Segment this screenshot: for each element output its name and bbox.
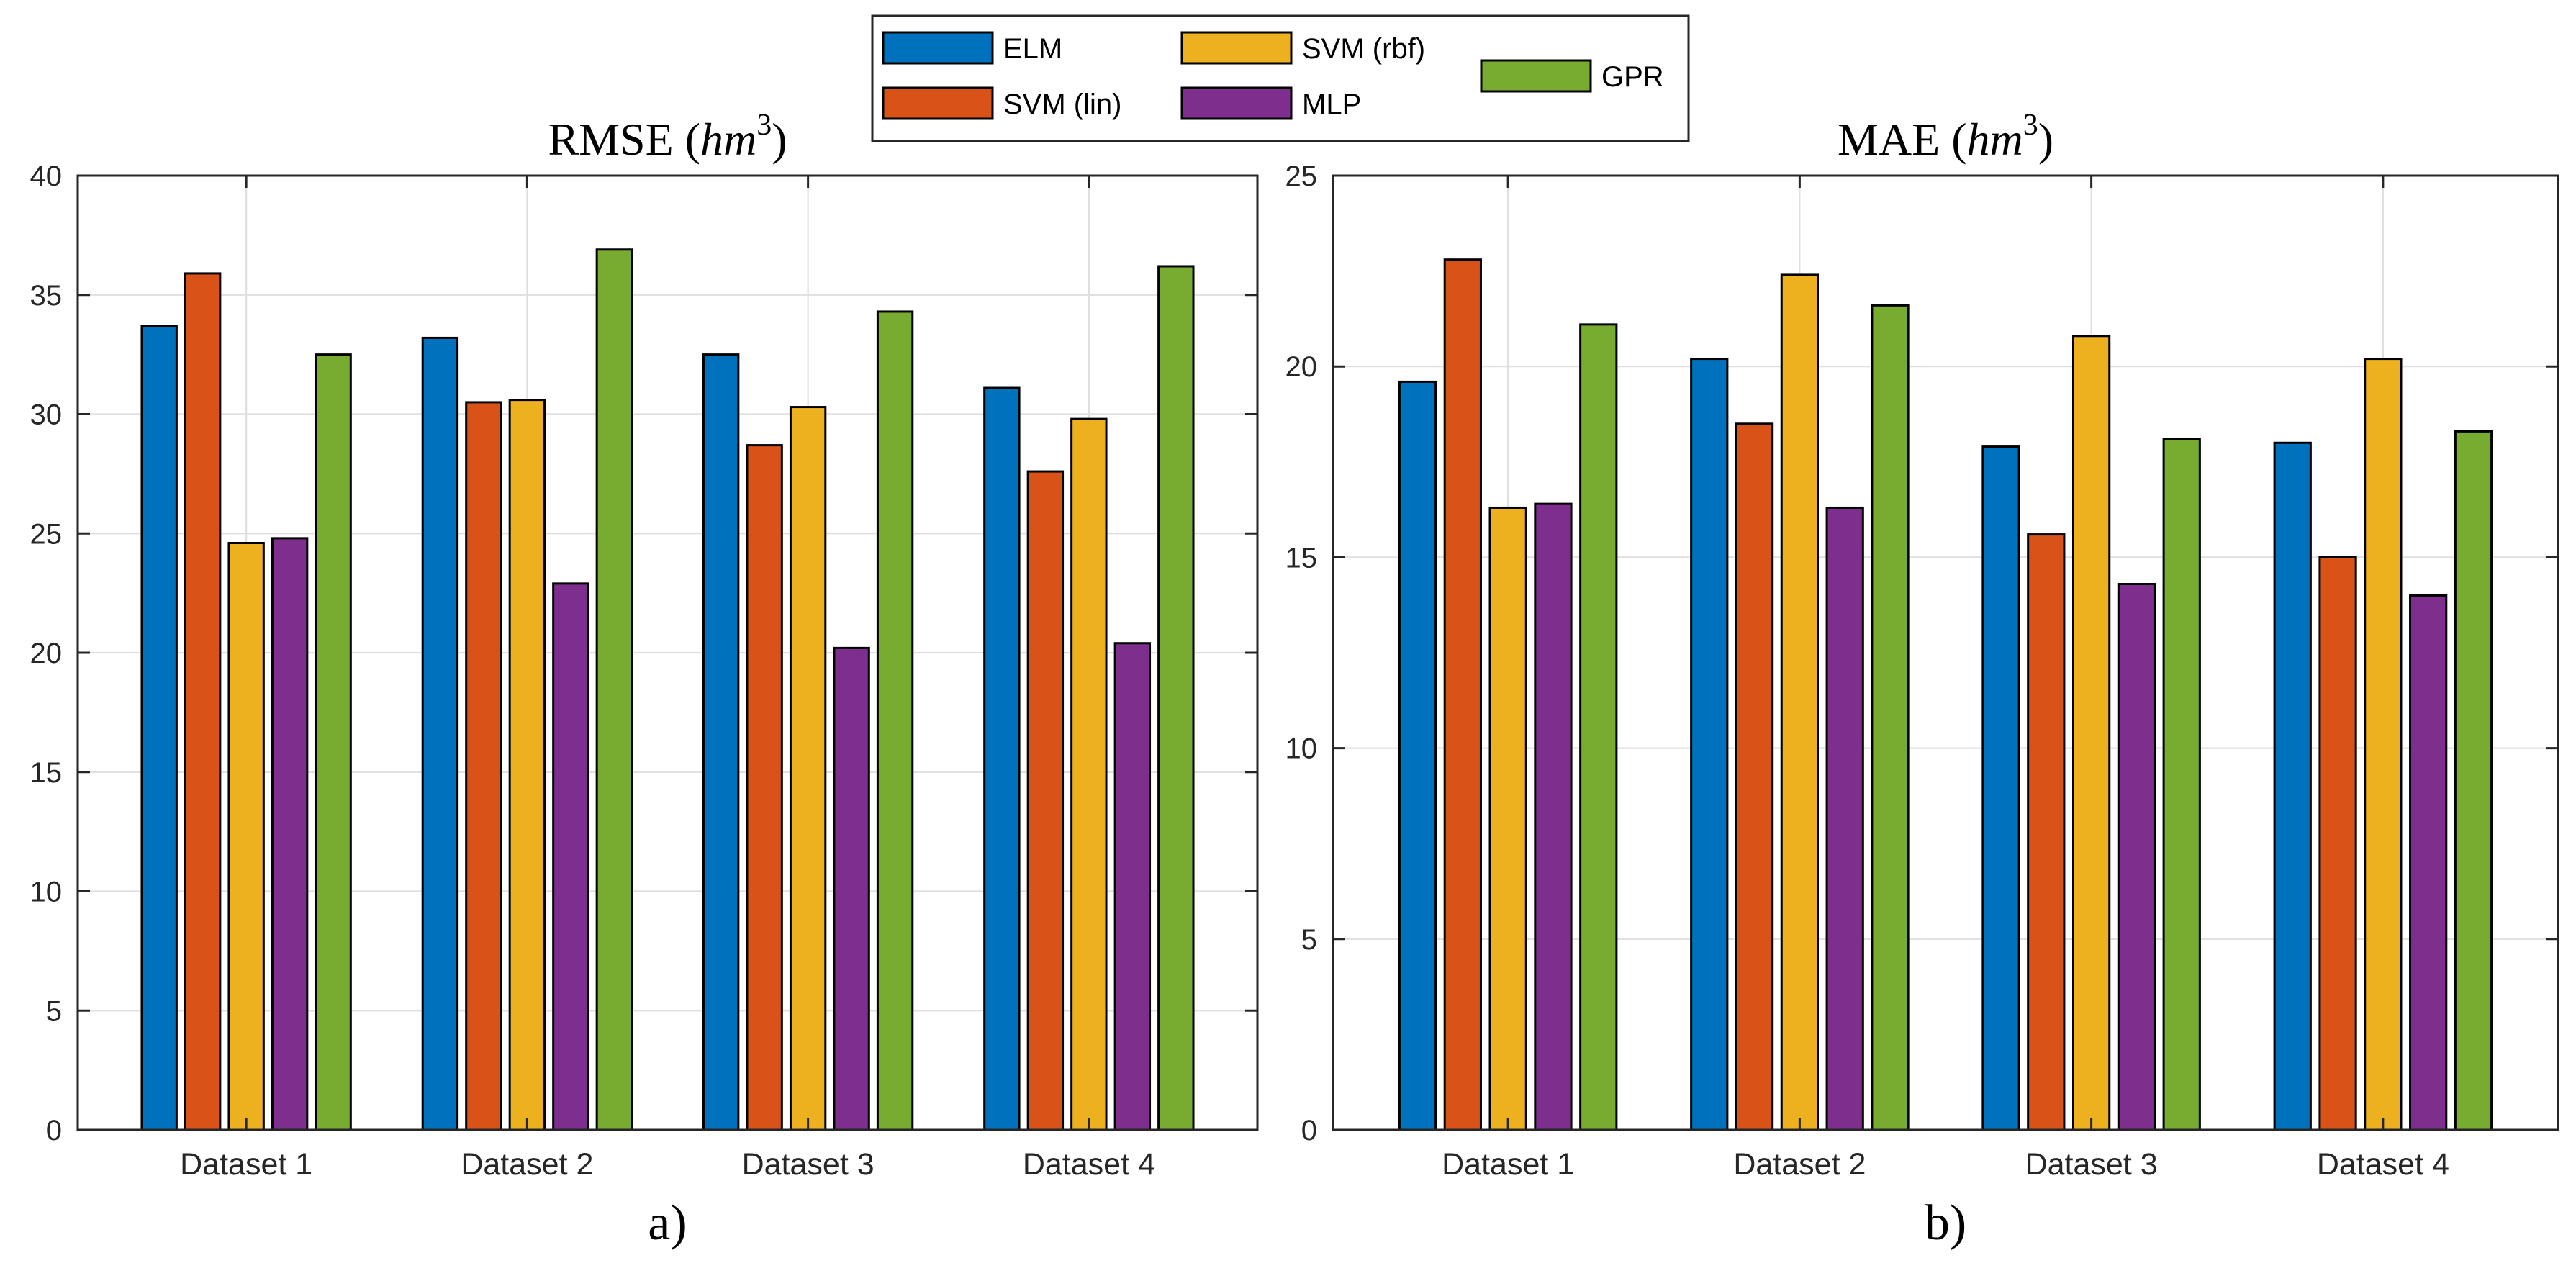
legend: ELM SVM (lin) SVM (rbf) MLP GPR [871,14,1690,142]
chart-title: MAE (hm3) [1838,109,2053,165]
bar-elm-4 [2273,441,2312,1131]
y-tick-label: 15 [1285,542,1318,574]
chart-title-unit: hm [700,114,756,165]
bar-svm-rbf-3 [2071,335,2111,1131]
x-tick-label: Dataset 4 [2317,1147,2449,1182]
axes-box [1332,174,2559,1131]
bar-elm-1 [1398,380,1437,1131]
legend-label-gpr: GPR [1601,61,1664,93]
x-tick-label: Dataset 3 [2025,1147,2158,1182]
y-tick-label: 20 [1285,351,1318,383]
bar-elm-3 [702,353,740,1131]
chart-title-exp: 3 [2023,109,2038,142]
bar-elm-1 [140,325,178,1131]
bar-mlp-1 [1534,502,1573,1131]
x-tick-label: Dataset 4 [1023,1147,1155,1182]
chart-panel-mae: 0 5 10 15 20 25 Dataset 1 Dataset 2 Dataset 3 Dat… [1285,109,2559,1251]
legend-swatch-svm-lin [882,86,994,120]
bar-elm-2 [421,336,459,1131]
legend-swatch-mlp [1180,86,1293,120]
x-tick-label: Dataset 2 [1733,1147,1866,1182]
chart-title-unit: hm [1967,114,2023,165]
bar-mlp-4 [1113,642,1152,1131]
bar-gpr-4 [1157,265,1195,1131]
bar-svm-rbf-1 [1488,506,1527,1131]
bar-svm-rbf-1 [227,542,265,1131]
legend-swatch-gpr [1480,59,1592,93]
bar-elm-3 [1981,445,2020,1131]
x-tick-label: Dataset 2 [461,1147,593,1182]
bar-svm-rbf-4 [2364,358,2403,1131]
y-tick-label: 5 [1301,924,1317,956]
bar-mlp-3 [2117,583,2156,1131]
bar-svm-rbf-2 [1780,273,1820,1131]
y-tick-label: 20 [30,638,63,669]
y-tick-label: 25 [30,518,63,550]
bar-svm-rbf-4 [1070,417,1108,1131]
bar-mlp-2 [552,582,589,1131]
chart-title: RMSE (hm3) [548,109,787,165]
bar-svm-lin-2 [1735,422,1774,1131]
panel-caption: b) [1925,1195,1966,1251]
legend-label-svm-rbf: SVM (rbf) [1302,33,1425,65]
legend-label-svm-lin: SVM (lin) [1003,89,1121,120]
bar-elm-4 [983,386,1021,1131]
bar-gpr-1 [315,353,352,1131]
bar-svm-lin-2 [465,401,502,1131]
bar-elm-2 [1690,358,1729,1131]
y-tick-label: 10 [30,877,63,908]
legend-swatch-svm-rbf [1180,31,1293,65]
bar-svm-lin-1 [184,272,222,1131]
y-tick-label: 10 [1285,733,1318,765]
chart-title-main: RMSE ( [548,114,700,165]
y-tick-label: 30 [30,399,63,431]
y-tick-label: 5 [46,995,62,1027]
bar-svm-lin-4 [1026,470,1065,1131]
bar-svm-rbf-3 [789,406,827,1131]
y-tick-label: 40 [30,160,63,192]
y-tick-label: 15 [30,757,63,789]
bar-gpr-4 [2454,430,2493,1131]
x-tick-label: Dataset 1 [180,1147,312,1182]
chart-title-close: ) [2038,114,2053,165]
legend-label-elm: ELM [1003,33,1062,65]
x-tick-label: Dataset 1 [1442,1147,1574,1182]
bar-gpr-3 [876,310,914,1131]
bar-mlp-3 [833,646,870,1131]
y-tick-label: 25 [1285,160,1318,192]
bar-gpr-3 [2162,438,2201,1131]
chart-panel-rmse: 0 5 10 15 20 25 30 35 40 Dataset 1 Dataset 2 Datase… [30,109,1259,1251]
y-tick-label: 35 [30,280,63,312]
bar-gpr-1 [1579,323,1618,1131]
legend-label-mlp: MLP [1302,89,1361,120]
chart-title-main: MAE ( [1838,114,1967,165]
y-tick-label: 0 [1301,1115,1317,1146]
bar-svm-rbf-2 [508,399,546,1131]
bar-gpr-2 [1871,304,1910,1131]
bar-svm-lin-3 [746,444,783,1131]
bar-mlp-4 [2409,594,2448,1131]
chart-title-exp: 3 [756,109,772,142]
bar-svm-lin-1 [1443,258,1482,1131]
y-tick-label: 0 [46,1115,62,1146]
bar-svm-lin-4 [2318,556,2357,1131]
chart-title-close: ) [772,114,787,165]
bar-mlp-2 [1825,506,1864,1131]
bar-svm-lin-3 [2027,533,2066,1131]
bar-gpr-2 [595,248,633,1131]
x-tick-label: Dataset 3 [742,1147,875,1182]
bar-mlp-1 [271,537,309,1131]
panel-caption: a) [648,1195,687,1251]
legend-swatch-elm [882,31,994,65]
